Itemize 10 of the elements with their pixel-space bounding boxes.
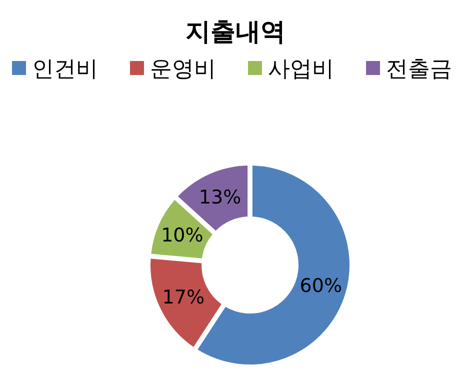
legend-label: 인건비 <box>32 57 98 82</box>
data-label: 60% <box>300 275 342 298</box>
data-label: 10% <box>161 224 204 246</box>
data-label: 13% <box>198 186 242 208</box>
legend-label: 전출금 <box>386 57 452 82</box>
chart-title: 지출내역 <box>186 17 286 46</box>
data-label: 17% <box>162 286 205 308</box>
legend-label: 사업비 <box>268 57 334 82</box>
legend-label: 운영비 <box>150 57 216 82</box>
donut-slice <box>150 258 223 348</box>
